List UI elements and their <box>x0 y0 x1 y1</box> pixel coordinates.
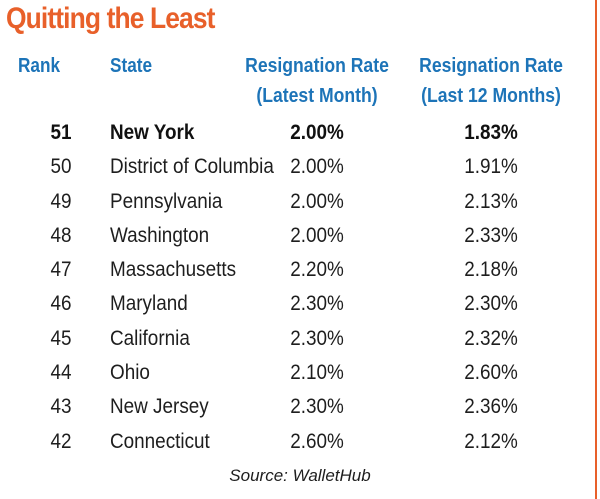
table-row: 44 Ohio 2.10% 2.60% <box>0 357 600 391</box>
cell-state: District of Columbia <box>110 155 274 179</box>
cell-last-12-months: 1.83% <box>464 121 518 144</box>
table-row: 51 New York 2.00% 1.83% <box>0 117 600 151</box>
cell-state: Connecticut <box>110 429 210 453</box>
cell-latest-month: 2.00% <box>290 223 344 247</box>
table-row: 48 Washington 2.00% 2.33% <box>0 220 600 254</box>
cell-rank: 49 <box>50 189 72 213</box>
cell-rank: 50 <box>50 155 72 179</box>
cell-last-12-months: 2.32% <box>464 326 518 350</box>
cell-last-12-months: 2.60% <box>464 361 518 385</box>
cell-state: Ohio <box>110 361 150 385</box>
cell-last-12-months: 2.12% <box>464 429 518 453</box>
header-latest-line1: Resignation Rate <box>245 55 389 77</box>
cell-latest-month: 2.00% <box>290 155 344 179</box>
cell-latest-month: 2.60% <box>290 429 344 453</box>
table-row: 50 District of Columbia 2.00% 1.91% <box>0 151 600 185</box>
cell-rank: 47 <box>50 258 72 282</box>
cell-rank: 44 <box>50 361 72 385</box>
header-latest-month: Resignation Rate (Latest Month) <box>240 51 395 111</box>
cell-rank: 46 <box>50 292 72 316</box>
cell-latest-month: 2.30% <box>290 395 344 419</box>
cell-latest-month: 2.00% <box>290 121 344 144</box>
cell-last-12-months: 2.18% <box>464 258 518 282</box>
cell-latest-month: 2.30% <box>290 292 344 316</box>
header-state: State <box>110 55 153 77</box>
cell-last-12-months: 1.91% <box>464 155 518 179</box>
cell-state: Massachusetts <box>110 258 237 282</box>
header-last12-line2: (Last 12 Months) <box>421 85 561 107</box>
source-note: Source: WalletHub <box>229 466 371 485</box>
cell-latest-month: 2.20% <box>290 258 344 282</box>
accent-border <box>595 0 597 499</box>
cell-last-12-months: 2.36% <box>464 395 518 419</box>
header-last12-line1: Resignation Rate <box>419 55 563 77</box>
cell-last-12-months: 2.13% <box>464 189 518 213</box>
cell-rank: 45 <box>50 326 72 350</box>
chart-title: Quitting the Least <box>6 2 215 35</box>
cell-rank: 48 <box>50 223 72 247</box>
cell-last-12-months: 2.33% <box>464 223 518 247</box>
cell-state: Maryland <box>110 292 188 316</box>
cell-state: California <box>110 326 190 350</box>
cell-last-12-months: 2.30% <box>464 292 518 316</box>
cell-latest-month: 2.10% <box>290 361 344 385</box>
cell-state: New York <box>110 121 195 144</box>
table-row: 49 Pennsylvania 2.00% 2.13% <box>0 186 600 220</box>
table-row: 45 California 2.30% 2.32% <box>0 323 600 357</box>
header-rank: Rank <box>18 55 61 77</box>
table-row: 46 Maryland 2.30% 2.30% <box>0 288 600 322</box>
cell-rank: 43 <box>50 395 72 419</box>
table-row: 42 Connecticut 2.60% 2.12% <box>0 426 600 460</box>
cell-rank: 51 <box>50 121 72 144</box>
cell-state: Washington <box>110 223 210 247</box>
table-body: 51 New York 2.00% 1.83% 50 District of C… <box>0 117 600 460</box>
table-row: 47 Massachusetts 2.20% 2.18% <box>0 254 600 288</box>
cell-rank: 42 <box>50 429 72 453</box>
cell-latest-month: 2.30% <box>290 326 344 350</box>
cell-latest-month: 2.00% <box>290 189 344 213</box>
cell-state: Pennsylvania <box>110 189 223 213</box>
header-latest-line2: (Latest Month) <box>256 85 378 107</box>
cell-state: New Jersey <box>110 395 209 419</box>
header-last-12-months: Resignation Rate (Last 12 Months) <box>414 51 569 111</box>
table-row: 43 New Jersey 2.30% 2.36% <box>0 391 600 425</box>
